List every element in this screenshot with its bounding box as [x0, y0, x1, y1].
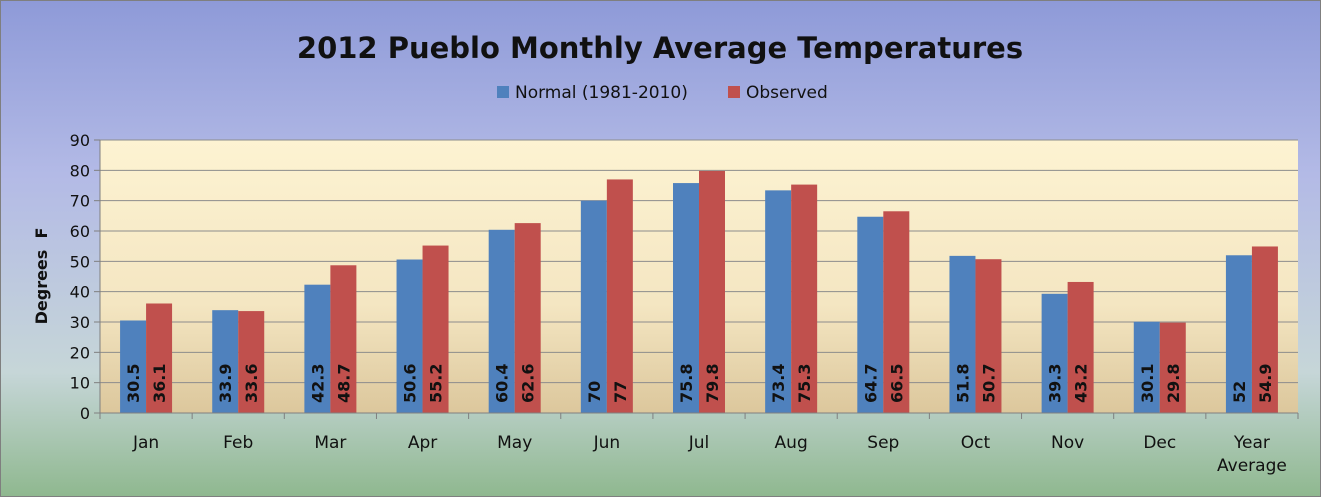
data-label: 54.9 — [1256, 364, 1275, 403]
data-label: 48.7 — [334, 364, 353, 403]
y-tick-label: 40 — [70, 283, 90, 302]
legend-swatch — [728, 86, 740, 98]
data-label: 64.7 — [861, 364, 880, 403]
bar — [488, 229, 515, 413]
bar — [330, 265, 357, 413]
legend: Normal (1981-2010) Observed — [497, 83, 828, 103]
bar — [580, 200, 607, 413]
bar — [514, 223, 541, 413]
data-label: 52 — [1230, 381, 1249, 403]
data-label: 50.7 — [979, 364, 998, 403]
labels: 0 10 20 30 40 50 60 70 80 90 30.5 36.1 Jan 33.9 33.6 Fe… — [70, 131, 1287, 476]
x-tick-label: Sep — [867, 433, 899, 453]
x-tick-label: Feb — [223, 433, 253, 453]
x-tick-label: Jul — [688, 433, 710, 453]
data-label: 30.5 — [124, 364, 143, 403]
bar — [975, 259, 1002, 413]
data-label: 75.8 — [677, 364, 696, 403]
y-tick-label: 70 — [70, 192, 90, 211]
data-label: 29.8 — [1164, 364, 1183, 403]
data-label: 39.3 — [1046, 364, 1065, 403]
x-tick-label: Aug — [775, 433, 808, 453]
y-tick-label: 90 — [70, 131, 90, 150]
data-label: 73.4 — [769, 364, 788, 403]
data-label: 43.2 — [1072, 364, 1091, 403]
bar — [791, 184, 818, 413]
axes — [94, 139, 1299, 419]
legend-label: Normal (1981-2010) — [515, 83, 688, 103]
data-label: 30.1 — [1138, 364, 1157, 403]
x-tick-label: Apr — [408, 433, 437, 453]
x-tick-label: Oct — [961, 433, 991, 453]
data-label: 42.3 — [308, 364, 327, 403]
x-tick-label: Average — [1217, 456, 1287, 476]
bar — [1251, 246, 1278, 413]
y-tick-label: 80 — [70, 161, 90, 180]
data-label: 51.8 — [953, 364, 972, 403]
x-tick-label: Nov — [1051, 433, 1084, 453]
data-label: 75.3 — [795, 364, 814, 403]
data-label: 55.2 — [427, 364, 446, 403]
data-label: 70 — [585, 381, 604, 403]
bar — [1067, 281, 1094, 413]
bar — [120, 320, 147, 413]
bar — [304, 284, 331, 413]
data-label: 60.4 — [493, 364, 512, 403]
data-label: 33.6 — [242, 364, 261, 403]
legend-label: Observed — [746, 83, 828, 103]
legend-swatch — [497, 86, 509, 98]
bar — [238, 311, 265, 413]
bar — [606, 179, 633, 413]
data-label: 50.6 — [401, 364, 420, 403]
x-tick-label: Jan — [132, 433, 159, 453]
bar — [699, 170, 725, 413]
bar — [422, 245, 449, 413]
y-tick-label: 20 — [70, 343, 90, 362]
bar — [949, 255, 976, 413]
bar — [212, 310, 239, 413]
data-label: 66.5 — [887, 364, 906, 403]
bar — [1225, 255, 1252, 413]
chart-title: 2012 Pueblo Monthly Average Temperatures — [297, 31, 1023, 65]
data-label: 36.1 — [150, 364, 169, 403]
bars — [120, 170, 1278, 413]
x-tick-label: Dec — [1143, 433, 1176, 453]
x-tick-label: Mar — [314, 433, 346, 453]
x-tick-label: May — [497, 433, 532, 453]
bar — [673, 183, 699, 413]
data-label: 62.6 — [519, 364, 538, 403]
bar — [396, 259, 423, 413]
y-axis-label: Degrees F — [32, 228, 51, 325]
data-label: 33.9 — [216, 364, 235, 403]
bar — [857, 216, 884, 413]
bar — [1133, 321, 1160, 413]
bar — [1041, 293, 1068, 413]
x-tick-label: Jun — [593, 433, 621, 453]
y-tick-label: 30 — [70, 313, 90, 332]
y-tick-label: 10 — [70, 374, 90, 393]
data-label: 77 — [611, 381, 630, 403]
x-tick-label: Year — [1233, 433, 1270, 453]
data-label: 79.8 — [703, 364, 722, 403]
bar — [146, 303, 173, 413]
bar — [1159, 322, 1186, 413]
bar — [883, 211, 910, 413]
y-tick-label: 50 — [70, 252, 90, 271]
y-tick-label: 60 — [70, 222, 90, 241]
bar — [765, 190, 792, 413]
y-tick-label: 0 — [80, 404, 90, 423]
